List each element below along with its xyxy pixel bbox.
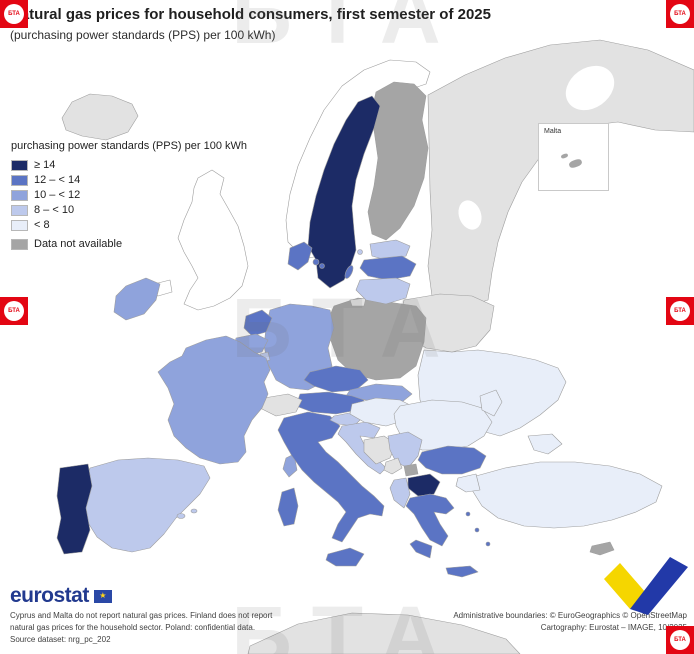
legend-item: 8 – < 10 [11,204,247,216]
footnote-line: natural gas prices for the household sec… [10,623,256,632]
legend-label: 8 – < 10 [34,204,75,216]
country-united-kingdom [177,169,249,311]
map-credits: Administrative boundaries: © EuroGeograp… [453,610,687,634]
greek-island [485,541,491,547]
region-crimea [527,433,563,455]
country-iceland [61,93,139,141]
legend-item: ≥ 14 [11,159,247,171]
eu-flag-star: ★ [99,591,107,600]
page-title: Natural gas prices for household consume… [10,6,491,23]
bta-watermark-text: БТА [231,281,463,375]
footnote-line: Cyprus and Malta do not report natural g… [10,611,273,620]
bta-watermark-text: БТА [231,0,463,61]
country-poland [327,297,427,381]
country-france [157,335,271,465]
bta-watermark-square: БТА [666,0,694,28]
legend-swatch [11,174,28,186]
country-turkey [471,461,663,529]
cartography-credit: Cartography: Eurostat – IMAGE, 10/2025 [540,623,687,632]
bta-watermark-text: БТА [231,589,463,654]
island-saaremaa [357,249,363,255]
malta-inset: Malta [538,123,609,191]
legend-label: Data not available [34,238,123,250]
eu-flag-icon: ★ [93,589,112,603]
legend-swatch [11,159,28,171]
greek-island [465,511,471,517]
country-finland [367,81,429,241]
ribbon-blue-stripe [630,557,688,615]
eurostat-logo: eurostat ★ [10,584,112,608]
region-north-africa [247,612,521,654]
source-dataset: Source dataset: nrg_pc_202 [10,635,111,644]
island-sicily [325,547,365,567]
bta-emblem: БТА [4,4,24,24]
region-turkish-thrace [455,473,481,493]
footnotes: Cyprus and Malta do not report natural g… [10,610,272,646]
bta-watermark-square: БТА [0,0,28,28]
country-moldova [479,389,503,417]
country-greece [405,493,455,547]
island-sardinia [277,487,299,527]
bta-emblem: БТА [670,301,690,321]
country-romania [393,399,493,451]
bta-watermark-square: БТА [666,297,694,325]
greek-island [474,527,480,533]
legend-swatch [11,219,28,231]
island-malta [568,157,583,170]
country-ireland [113,277,161,321]
bta-watermark-square: БТА [0,297,28,325]
country-albania [389,477,411,509]
legend-item: Data not available [11,238,247,250]
legend-label: ≥ 14 [34,159,56,171]
map-legend: purchasing power standards (PPS) per 100… [11,140,247,253]
country-latvia [359,255,417,281]
island-gotland [344,265,354,279]
legend-title: purchasing power standards (PPS) per 100… [11,140,248,152]
legend-label: 12 – < 14 [34,174,81,186]
legend-label: 10 – < 12 [34,189,81,201]
legend-swatch [11,238,28,250]
bta-emblem: БТА [670,630,690,650]
eurostat-logo-text: eurostat [10,584,89,607]
malta-inset-label: Malta [544,128,562,135]
bta-watermark-square: БТА [666,626,694,654]
legend-item: < 8 [11,219,247,231]
legend-swatch [11,189,28,201]
legend-label: < 8 [34,219,50,231]
island-funen [319,263,325,269]
country-italy [277,411,385,543]
country-montenegro [383,457,403,475]
page-subtitle: (purchasing power standards (PPS) per 10… [10,28,276,42]
island-gozo [560,152,569,160]
white-sea [565,65,615,111]
lake-ladoga [458,200,482,230]
region-peloponnese [409,539,433,559]
country-netherlands [243,309,273,337]
island-menorca [190,508,198,514]
country-bulgaria [417,445,487,475]
legend-item: 12 – < 14 [11,174,247,186]
country-kosovo [403,463,419,477]
bta-emblem: БТА [670,4,690,24]
island-mallorca [176,513,186,519]
country-lithuania [355,277,411,305]
admin-boundaries-credit: Administrative boundaries: © EuroGeograp… [453,611,687,620]
country-estonia [369,239,411,261]
bta-emblem: БТА [4,301,24,321]
country-bosnia [363,435,397,465]
country-cyprus [589,541,615,556]
country-denmark [287,241,313,271]
country-portugal [56,463,93,555]
diagonal-check-ribbon [604,557,688,615]
island-crete [445,565,479,578]
region-kaliningrad [349,297,367,307]
ribbon-yellow-stripe [604,563,646,609]
legend-item: 10 – < 12 [11,189,247,201]
legend-swatch [11,204,28,216]
island-zealand [312,258,320,266]
